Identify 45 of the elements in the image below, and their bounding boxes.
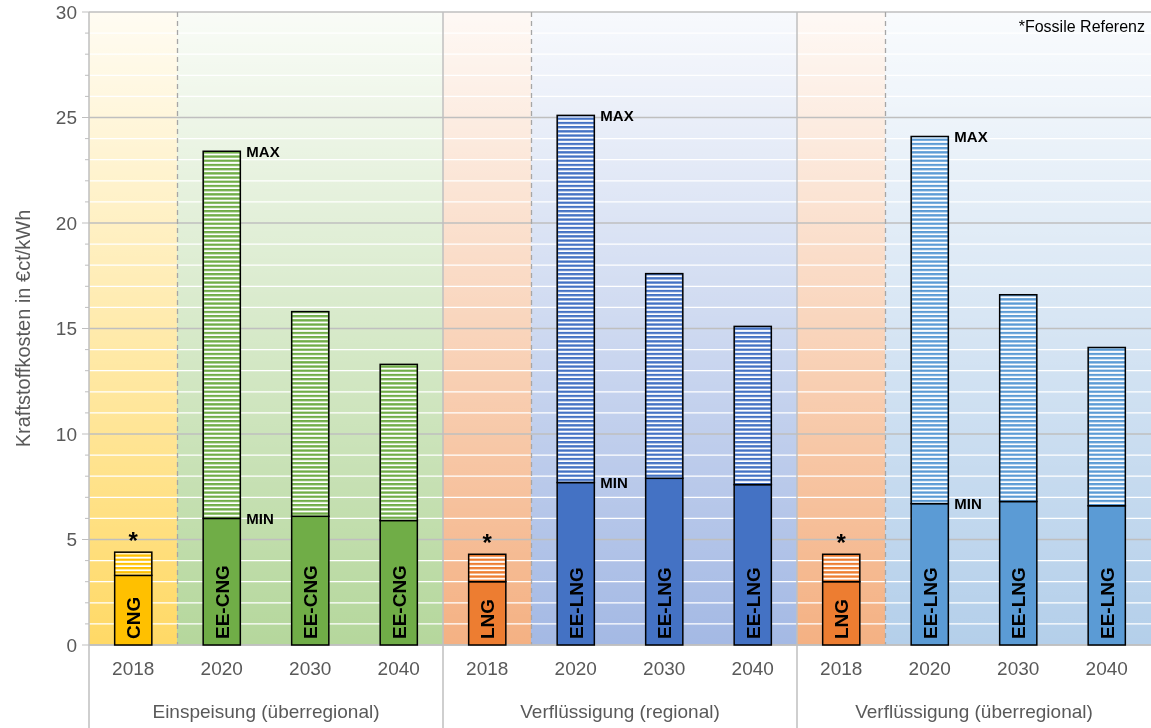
y-tick-label: 5 <box>66 529 77 551</box>
x-tick-label: 2018 <box>466 658 509 679</box>
data-label: EE-CNG <box>211 565 233 639</box>
data-label: CNG <box>123 596 145 639</box>
x-tick-label: 2040 <box>1085 658 1128 679</box>
text: Verflüssigung (überregional) <box>855 701 1093 722</box>
data-label: * <box>836 529 847 557</box>
y-axis-title: Kraftstoffkosten in €ct/kWh <box>12 209 34 448</box>
x-tick-label: 2020 <box>200 658 243 679</box>
data-label: * <box>128 527 139 555</box>
data-label: EE-LNG <box>654 567 676 639</box>
x-tick-label: 2018 <box>820 658 863 679</box>
y-tick-label: 15 <box>55 318 77 340</box>
x-tick-label: 2018 <box>112 658 155 679</box>
x-tick-label: 2030 <box>643 658 686 679</box>
data-label: LNG <box>831 598 853 639</box>
data-label: * <box>482 529 493 557</box>
x-tick-label: 2030 <box>997 658 1040 679</box>
data-label: EE-LNG <box>565 567 587 639</box>
data-label: EE-LNG <box>742 567 764 639</box>
x-tick-label: 2020 <box>554 658 597 679</box>
annotation: MAX <box>600 106 634 124</box>
y-tick-label: 30 <box>55 1 77 23</box>
annotation: MIN <box>246 509 274 527</box>
data-label: EE-LNG <box>1096 567 1118 639</box>
x-tick-label: 2040 <box>377 658 420 679</box>
annotation: MIN <box>600 473 628 491</box>
x-tick-label: 2030 <box>289 658 332 679</box>
data-label: EE-LNG <box>919 567 941 639</box>
data-label: EE-LNG <box>1008 567 1030 639</box>
text: Einspeisung (überregional) <box>152 701 380 722</box>
y-tick-label: 25 <box>55 107 77 129</box>
annotation: *Fossile Referenz <box>1018 18 1145 35</box>
x-tick-label: 2040 <box>731 658 774 679</box>
annotation: MAX <box>246 142 280 160</box>
data-label: LNG <box>477 598 499 639</box>
text: Verflüssigung (regional) <box>520 701 720 722</box>
annotation: MAX <box>954 127 988 145</box>
x-tick-label: 2020 <box>908 658 951 679</box>
data-label: EE-CNG <box>300 565 322 639</box>
y-tick-label: 0 <box>66 634 77 656</box>
y-tick-label: 20 <box>55 212 77 234</box>
data-label: EE-CNG <box>388 565 410 639</box>
y-tick-label: 10 <box>55 423 77 445</box>
annotation: MIN <box>954 494 982 512</box>
